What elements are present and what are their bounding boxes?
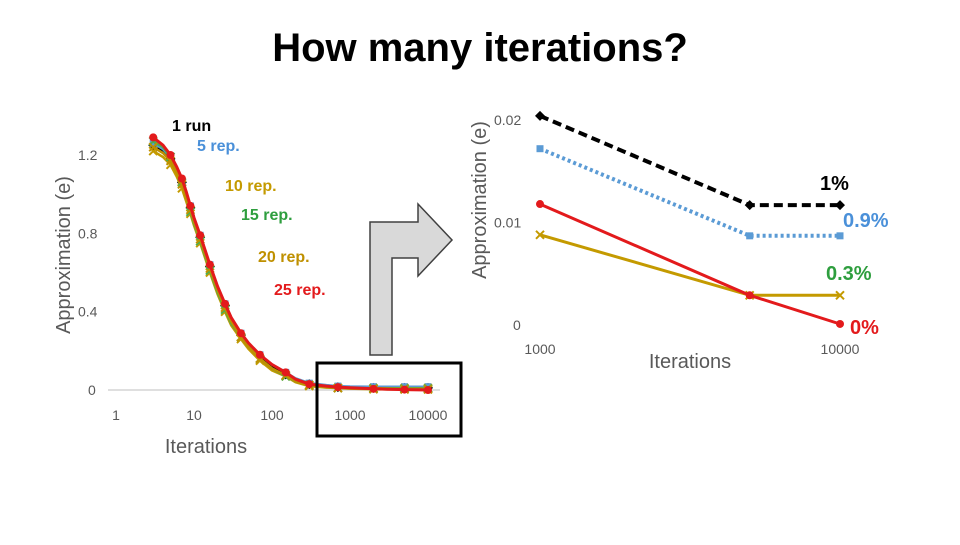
x-tick-label: 1000 xyxy=(334,407,365,423)
series-annotation: 1 run xyxy=(172,118,211,135)
series-end-label: 0% xyxy=(850,317,879,339)
data-point xyxy=(535,230,545,240)
data-point xyxy=(835,290,845,300)
data-point xyxy=(536,145,544,153)
y-axis-title: Approximation (e) xyxy=(53,176,75,334)
data-point xyxy=(281,368,290,377)
data-point xyxy=(255,350,264,359)
series-end-label: 0.9% xyxy=(843,210,889,232)
series-annotation: 5 rep. xyxy=(197,138,240,155)
series-annotation: 10 rep. xyxy=(225,178,277,195)
data-point xyxy=(836,232,844,240)
data-point xyxy=(177,174,186,183)
series-annotation: 25 rep. xyxy=(274,282,326,299)
data-point xyxy=(236,329,245,338)
x-axis-title: Iterations xyxy=(165,436,247,458)
x-tick-label: 100 xyxy=(260,407,284,423)
series-end-label: 1% xyxy=(820,173,849,195)
y-tick-label: 1.2 xyxy=(78,147,98,163)
data-point xyxy=(205,260,214,269)
series-line xyxy=(539,202,841,326)
data-point xyxy=(424,386,432,394)
y-tick-label: 0 xyxy=(513,317,521,333)
data-point xyxy=(148,142,158,152)
x-tick-label: 10000 xyxy=(821,341,860,357)
slide-title: How many iterations? xyxy=(272,26,688,70)
data-point xyxy=(745,291,754,300)
y-axis-title: Approximation (e) xyxy=(469,121,491,279)
data-point xyxy=(333,383,342,392)
data-point xyxy=(221,299,230,308)
data-point xyxy=(305,380,314,389)
series-line xyxy=(539,114,840,208)
series-end-label: 0.3% xyxy=(826,263,872,285)
y-tick-label: 0.02 xyxy=(494,112,521,128)
x-tick-label: 1 xyxy=(112,407,120,423)
y-tick-label: 0.4 xyxy=(78,304,98,320)
data-point xyxy=(536,200,544,209)
data-point xyxy=(186,201,195,210)
data-point xyxy=(369,384,378,393)
y-tick-label: 0.8 xyxy=(78,225,98,241)
data-point xyxy=(149,133,158,142)
x-tick-label: 1000 xyxy=(524,341,555,357)
zoom-arrow xyxy=(369,202,454,356)
data-point xyxy=(400,385,409,394)
x-tick-label: 10000 xyxy=(409,407,448,423)
y-tick-label: 0.01 xyxy=(494,215,521,231)
x-axis-title: Iterations xyxy=(649,351,731,373)
data-point xyxy=(196,231,205,240)
data-point xyxy=(836,319,844,328)
highlight-box xyxy=(315,361,463,438)
data-point xyxy=(535,110,545,121)
y-tick-label: 0 xyxy=(88,382,96,398)
series-annotation: 15 rep. xyxy=(241,207,293,224)
data-point xyxy=(746,232,754,240)
x-tick-label: 10 xyxy=(186,407,202,423)
data-point xyxy=(744,200,755,211)
data-point xyxy=(835,200,845,211)
data-point xyxy=(149,139,157,147)
series-annotation: 20 rep. xyxy=(258,249,310,266)
series-line xyxy=(152,136,429,392)
data-point xyxy=(166,151,175,159)
series-line xyxy=(539,233,840,297)
